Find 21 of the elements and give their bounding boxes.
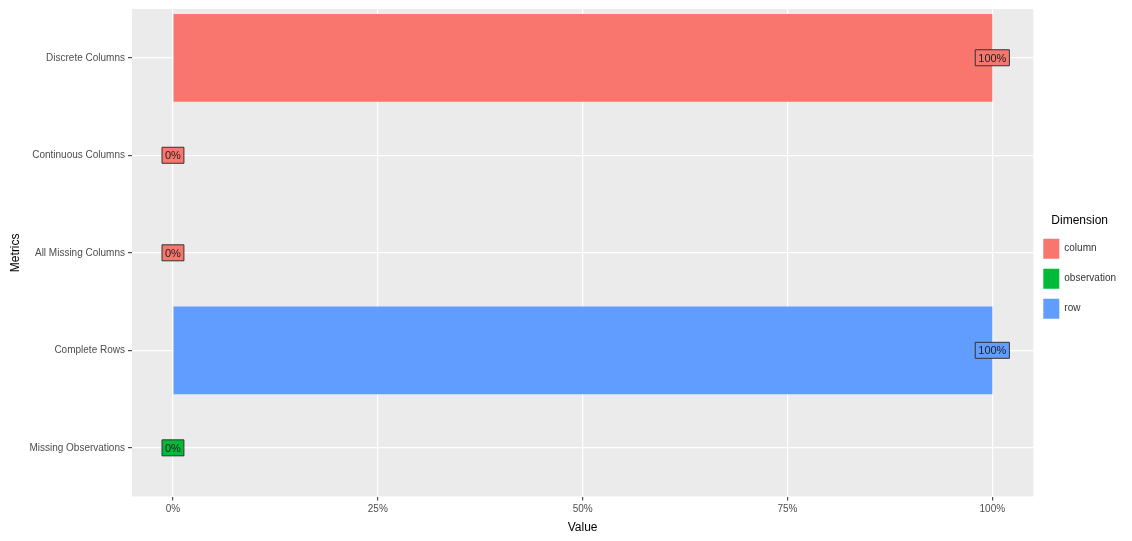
y-tick-label: Continuous Columns (32, 149, 125, 161)
y-tick-label: Missing Observations (29, 441, 125, 453)
legend-label: observation (1064, 272, 1116, 284)
data-label: 100% (978, 344, 1007, 357)
x-tick-label: 100% (979, 503, 1006, 515)
x-tick-label: 50% (572, 503, 593, 515)
y-tick-label: All Missing Columns (34, 246, 125, 258)
x-axis-title: Value (567, 520, 598, 535)
legend-title: Dimension (1051, 212, 1108, 227)
data-label: 0% (165, 246, 182, 259)
x-tick-label: 75% (777, 503, 798, 515)
data-label: 0% (165, 441, 182, 454)
data-label: 0% (165, 149, 182, 162)
y-tick-label: Discrete Columns (46, 51, 125, 63)
x-tick-label: 0% (165, 503, 181, 515)
y-tick-label: Complete Rows (54, 344, 125, 356)
x-tick-label: 25% (367, 503, 388, 515)
data-label: 100% (978, 51, 1007, 64)
legend-label: column (1064, 242, 1097, 254)
legend-label: row (1064, 302, 1082, 314)
y-axis-title: Metrics (7, 233, 22, 273)
